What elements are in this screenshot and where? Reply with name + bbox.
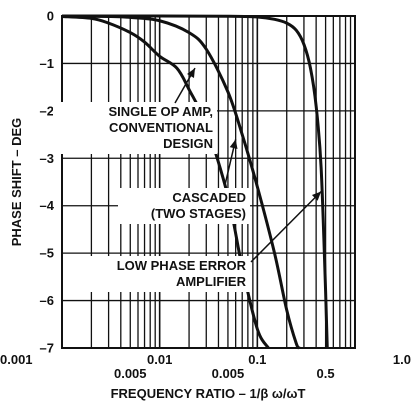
annotation-text: DESIGN (163, 136, 213, 151)
series-line-3 (61, 14, 329, 349)
x-major-tick-label: 0.01 (147, 352, 172, 367)
annotation-box (72, 256, 250, 292)
annotation-box (118, 188, 250, 224)
annotation-text: CASCADED (172, 190, 246, 205)
plot-frame (61, 15, 356, 349)
annotation-text: CONVENTIONAL (109, 120, 213, 135)
annotation-arrowhead (311, 191, 322, 201)
y-tick-label: –1 (40, 56, 54, 71)
x-minor-tick-label: 0.005 (114, 366, 147, 381)
series-line-1 (61, 14, 270, 349)
x-minor-tick-label: 0.005 (212, 366, 245, 381)
y-tick-label: –3 (40, 151, 54, 166)
y-tick-label: 0 (47, 9, 54, 24)
series-line-2 (61, 14, 301, 350)
x-major-tick-label: 0.001 (0, 352, 33, 367)
y-tick-label: –2 (40, 103, 54, 118)
x-major-tick-label: 1.0 (393, 352, 411, 367)
y-tick-label: –4 (40, 198, 55, 213)
annotation-text: SINGLE OP AMP, (108, 104, 213, 119)
annotation-text: (TWO STAGES) (151, 206, 246, 221)
x-major-tick-label: 0.1 (248, 352, 266, 367)
y-tick-label: –7 (40, 341, 54, 356)
x-axis-title: FREQUENCY RATIO – 1/β ω/ωT (111, 386, 306, 401)
y-axis-title: PHASE SHIFT – DEG (9, 118, 24, 247)
tick-labels: 0 –1 –2 –3 –4 –5 –6 –7 0.001 0.01 0.1 1.0 0.005 0.005… (0, 9, 411, 382)
annotation-text: LOW PHASE ERROR (117, 258, 247, 273)
annotation-text: AMPLIFIER (176, 274, 247, 289)
annotation-arrowhead (229, 139, 238, 149)
x-minor-tick-label: 0.5 (317, 366, 335, 381)
annotation-arrowhead (187, 68, 195, 78)
annotation-box (53, 102, 217, 154)
y-tick-label: –6 (40, 293, 54, 308)
y-tick-label: –5 (40, 246, 54, 261)
series-lines (61, 14, 329, 350)
annotation-arrow (250, 190, 322, 263)
